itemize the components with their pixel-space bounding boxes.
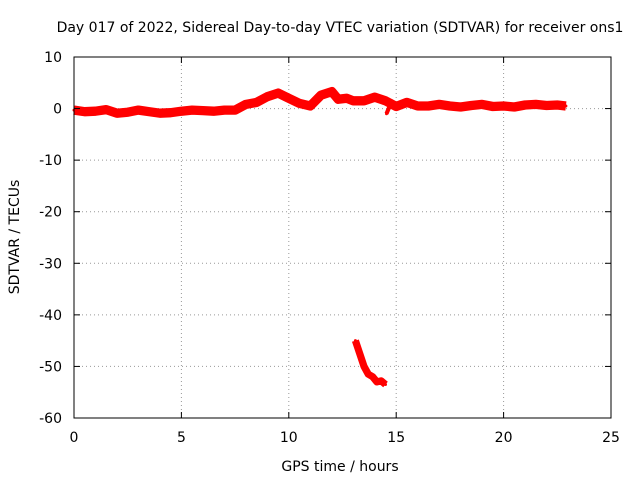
data-point — [298, 101, 301, 105]
data-point — [147, 110, 151, 114]
data-point — [115, 111, 119, 115]
data-point — [390, 99, 394, 103]
data-point — [416, 104, 420, 108]
data-point — [366, 372, 370, 376]
data-point — [426, 104, 430, 108]
data-point — [459, 105, 463, 109]
y-tick-label: -60 — [39, 411, 62, 427]
data-point — [480, 102, 484, 106]
data-point — [190, 108, 194, 112]
data-point — [373, 95, 377, 99]
data-point — [222, 108, 226, 112]
x-tick-label: 5 — [177, 430, 186, 446]
data-point — [502, 104, 506, 108]
y-tick-label: -50 — [39, 359, 62, 375]
data-point — [384, 99, 387, 103]
data-point — [330, 90, 334, 94]
y-tick-label: -20 — [39, 205, 62, 221]
data-point — [437, 102, 441, 106]
data-point — [405, 100, 409, 104]
x-tick-label: 20 — [495, 430, 513, 446]
data-point — [448, 104, 452, 108]
data-point — [362, 364, 366, 368]
y-tick-label: 10 — [44, 50, 62, 66]
y-tick-label: -30 — [39, 256, 62, 272]
data-point — [375, 380, 379, 384]
data-point — [287, 96, 291, 100]
plot-frame — [73, 56, 612, 419]
data-point — [512, 105, 516, 109]
data-point — [351, 99, 355, 103]
data-point — [319, 93, 323, 97]
data-point — [555, 103, 559, 107]
data-point — [308, 104, 312, 108]
data-point — [385, 112, 388, 116]
data-point — [384, 383, 387, 386]
data-point — [362, 99, 366, 103]
data-point — [345, 96, 349, 100]
x-tick-label: 0 — [70, 430, 79, 446]
x-axis-label: GPS time / hours — [281, 459, 398, 475]
y-tick-label: -10 — [39, 153, 62, 169]
data-point — [358, 352, 362, 355]
data-point — [94, 109, 97, 113]
data-point — [353, 339, 357, 343]
data-point — [371, 375, 375, 379]
data-point — [534, 102, 538, 106]
chart-title: Day 017 of 2022, Sidereal Day-to-day VTE… — [57, 20, 624, 36]
data-point — [126, 110, 130, 114]
grid — [74, 57, 611, 418]
data-point — [564, 104, 568, 108]
data-point — [169, 111, 173, 115]
data-point — [104, 108, 108, 112]
data-point — [201, 109, 205, 113]
data-point — [523, 103, 527, 107]
series-line-main — [73, 86, 567, 118]
data-point — [545, 104, 549, 107]
x-axis: 0 5 10 15 20 25 — [70, 57, 620, 446]
data-point — [276, 91, 280, 95]
data-point — [233, 108, 237, 112]
y-tick-label: 0 — [53, 102, 62, 118]
series-line-spur — [384, 100, 394, 115]
data-point — [136, 108, 140, 112]
series-layer — [72, 86, 568, 388]
x-tick-label: 10 — [280, 430, 298, 446]
data-point — [158, 111, 162, 115]
data-point — [179, 109, 183, 113]
data-point — [469, 104, 473, 107]
data-point — [336, 97, 340, 101]
data-point — [83, 110, 87, 114]
data-point — [265, 95, 269, 99]
data-point — [394, 105, 398, 108]
y-axis-label: SDTVAR / TECUs — [7, 180, 23, 295]
data-point — [212, 109, 216, 113]
data-point — [491, 105, 495, 108]
x-tick-label: 15 — [387, 430, 405, 446]
data-point — [244, 102, 248, 106]
y-axis: 10 0 -10 -20 -30 -40 -50 -60 — [39, 50, 611, 427]
data-point — [379, 379, 383, 383]
data-point — [255, 100, 259, 104]
y-tick-label: -40 — [39, 308, 62, 324]
x-tick-label: 25 — [602, 430, 620, 446]
